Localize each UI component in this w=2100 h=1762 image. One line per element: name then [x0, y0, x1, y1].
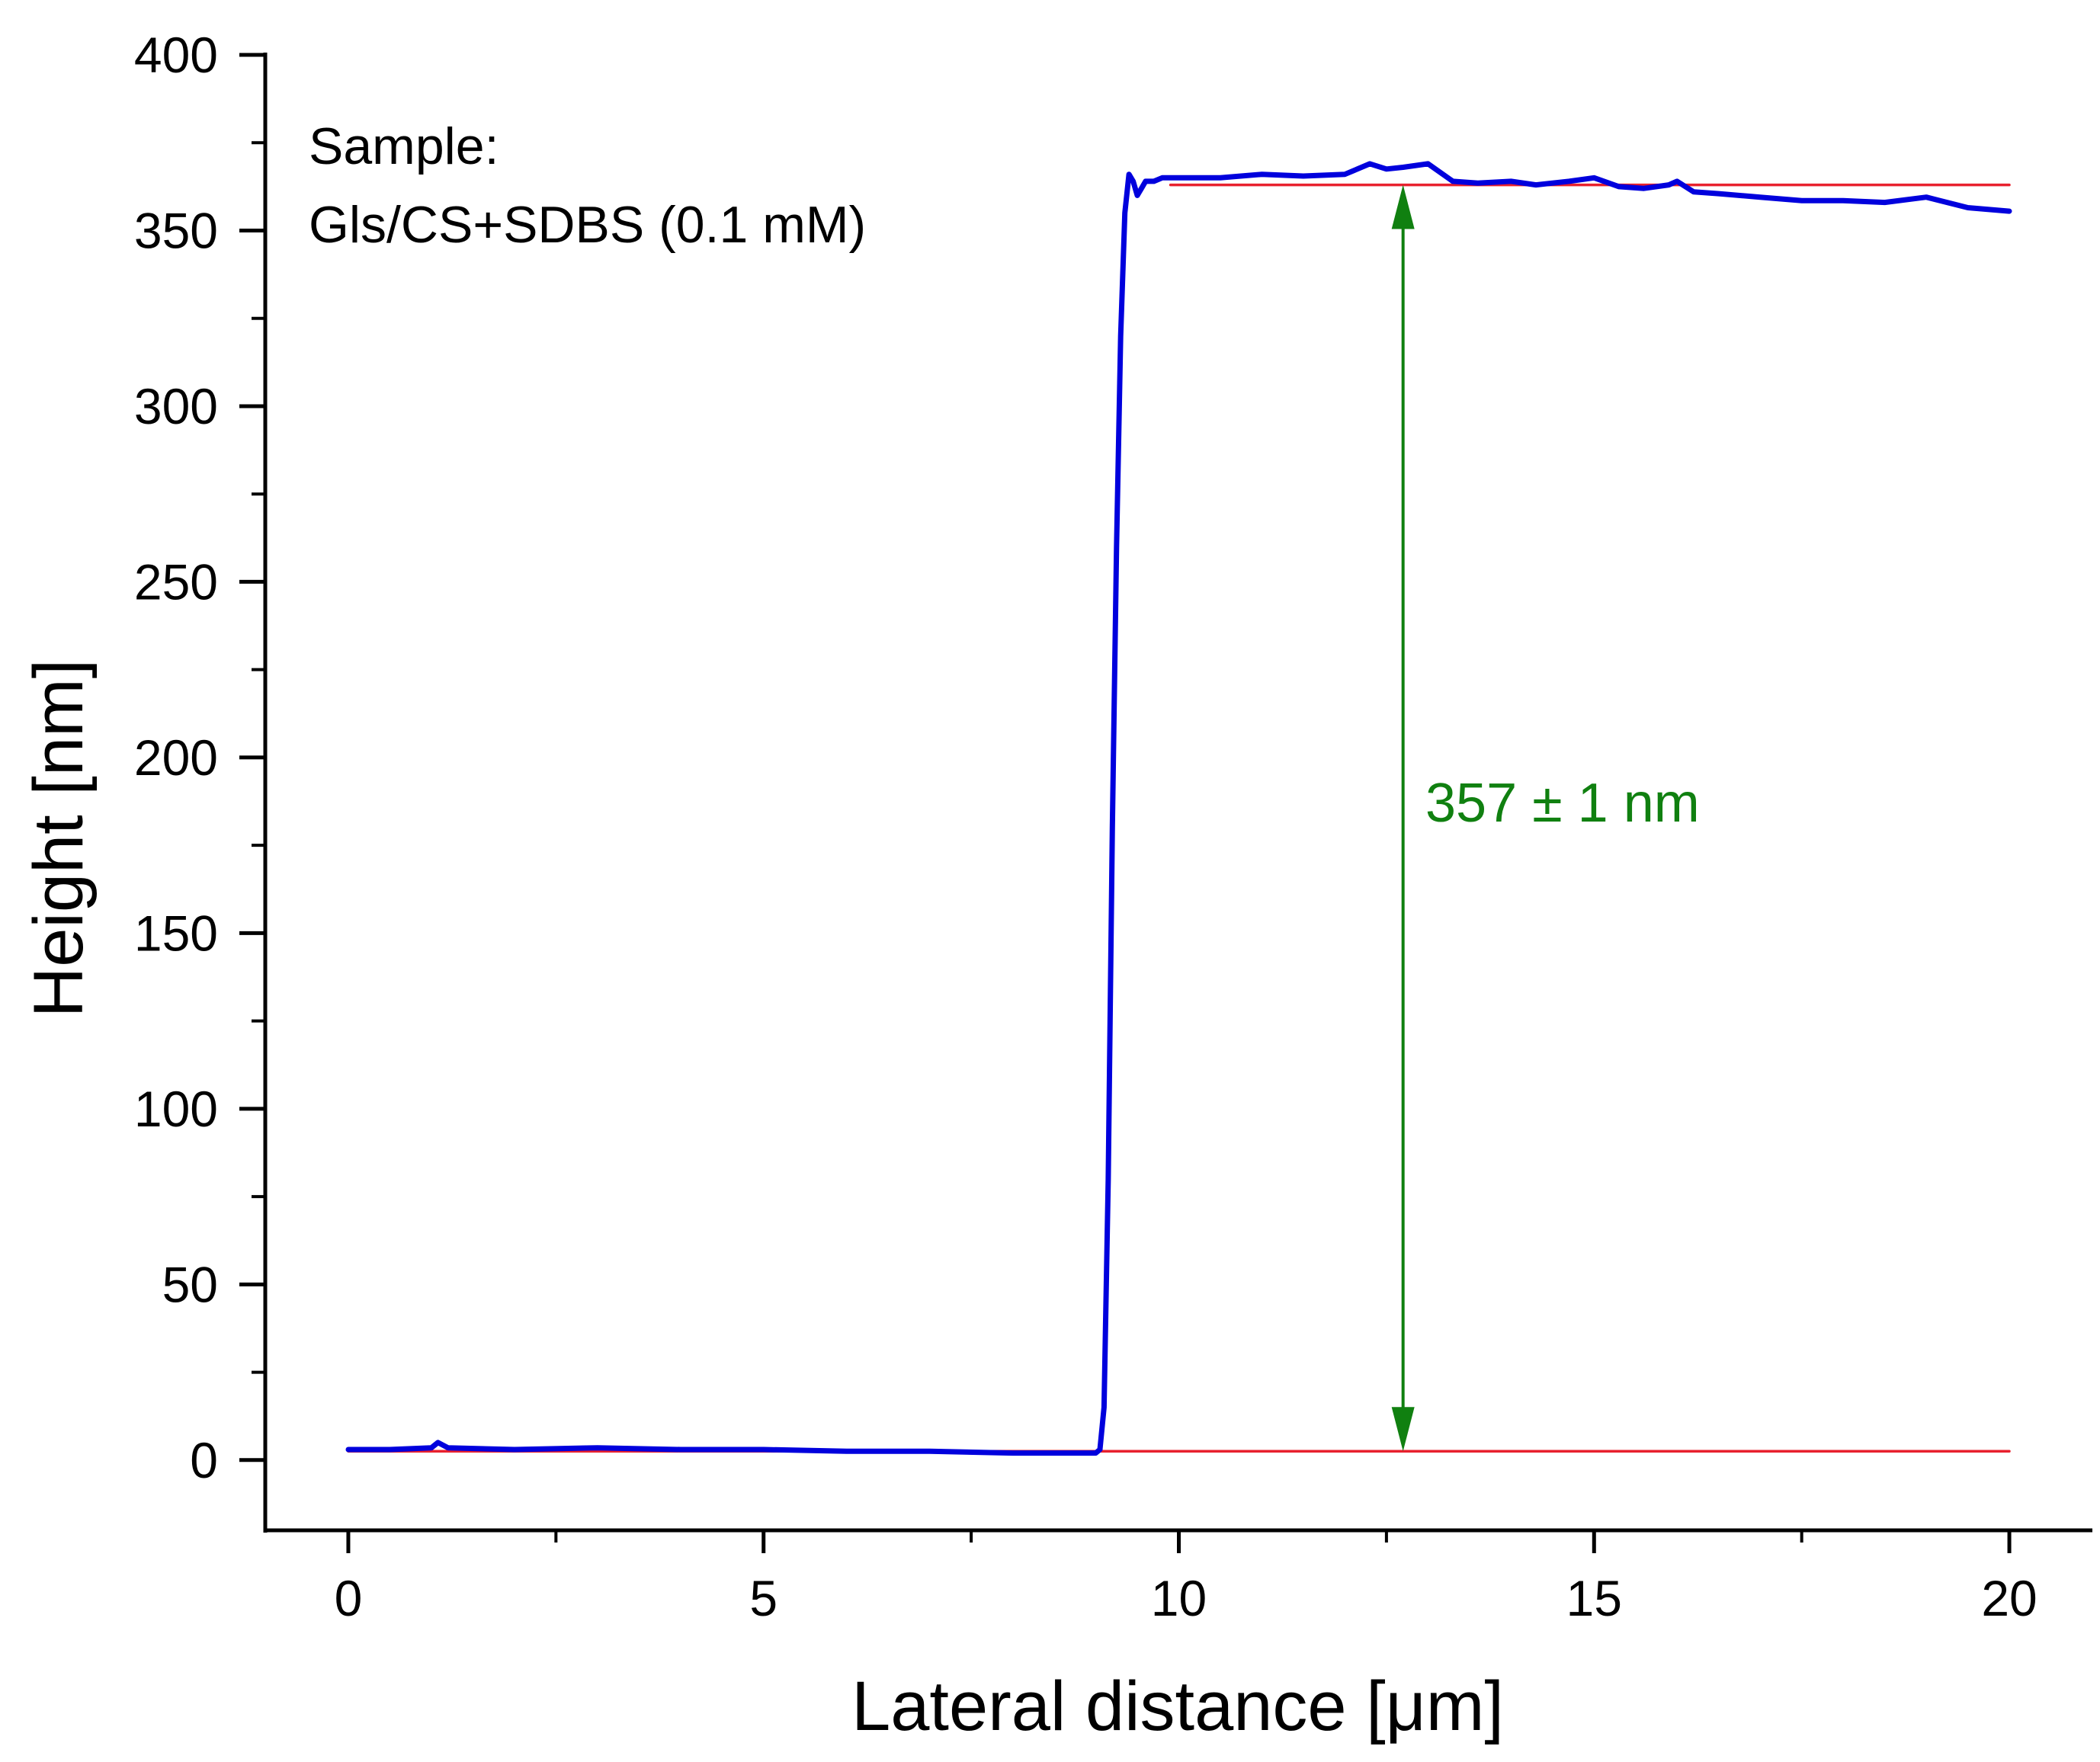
x-tick-label: 15 — [1566, 1570, 1622, 1626]
y-tick-label: 150 — [134, 905, 218, 961]
arrow-head-down — [1391, 1407, 1415, 1452]
axis-ticks — [239, 53, 2012, 1553]
x-tick-label: 20 — [1981, 1570, 2037, 1626]
data-lines — [345, 161, 2012, 1456]
x-axis-title: Lateral distance [μm] — [851, 1667, 1504, 1745]
y-tick-label: 300 — [134, 378, 218, 434]
y-tick-label: 250 — [134, 553, 218, 610]
x-tick-label: 10 — [1151, 1570, 1207, 1626]
arrow-head-up — [1391, 184, 1415, 229]
sample-name: Gls/CS+SDBS (0.1 mM) — [309, 196, 866, 254]
x-tick-label: 0 — [335, 1570, 363, 1626]
x-tick-label: 5 — [749, 1570, 777, 1626]
y-tick-label: 350 — [134, 202, 218, 258]
y-tick-label: 400 — [134, 27, 218, 83]
y-tick-label: 50 — [162, 1256, 218, 1312]
y-tick-label: 100 — [134, 1081, 218, 1137]
height-profile-line — [345, 161, 2012, 1456]
measurement-arrow — [1391, 184, 1415, 1452]
y-tick-label: 0 — [190, 1432, 218, 1488]
y-axis-title: Height [nm] — [20, 659, 98, 1017]
step-height-label: 357 ± 1 nm — [1425, 773, 1700, 834]
y-tick-label: 200 — [134, 729, 218, 786]
sample-label: Sample: — [309, 117, 499, 175]
